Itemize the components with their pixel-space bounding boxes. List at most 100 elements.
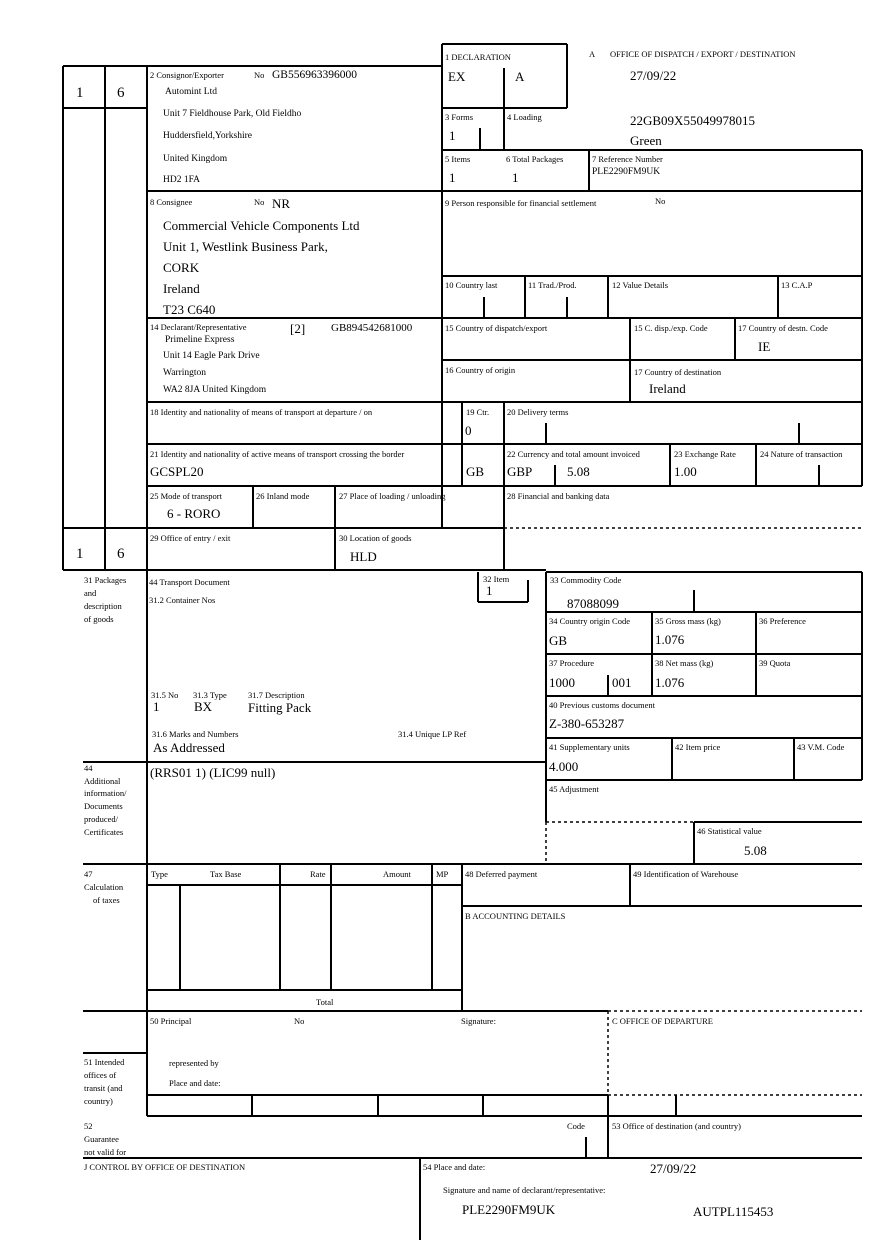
tax-total-label: Total: [316, 997, 334, 1007]
box31-side-label: 31 Packages: [84, 575, 127, 585]
box40-label: 40 Previous customs document: [549, 700, 656, 710]
box14-label: 14 Declarant/Representative: [150, 322, 247, 332]
box8-label: 8 Consignee: [150, 197, 193, 207]
box25-label: 25 Mode of transport: [150, 491, 223, 501]
box35-label: 35 Gross mass (kg): [655, 616, 721, 626]
container-flag: 0: [465, 423, 472, 438]
box50-signature-label: Signature:: [461, 1016, 496, 1026]
box52-side-label: Guarantee: [84, 1134, 119, 1144]
box-j-label: J CONTROL BY OFFICE OF DESTINATION: [84, 1162, 246, 1172]
box2-no-label: No: [254, 70, 265, 80]
box50-label: 50 Principal: [150, 1016, 192, 1026]
declarant-eori: GB894542681000: [331, 322, 413, 334]
invoice-amount: 5.08: [567, 464, 590, 479]
mrn: 22GB09X55049978015: [630, 113, 755, 128]
consignor-line: Automint Ltd: [165, 87, 217, 97]
unique-lp-label: 31.4 Unique LP Ref: [398, 729, 467, 739]
represented-by-label: represented by: [169, 1058, 219, 1068]
box32-label: 32 Item: [483, 574, 510, 584]
package-type-label: 31.3 Type: [193, 690, 227, 700]
box3-label: 3 Forms: [445, 112, 474, 122]
left-number-a: 1: [76, 85, 84, 101]
additional-information: (RRS01 1) (LIC99 null): [150, 765, 276, 780]
box33-label: 33 Commodity Code: [550, 575, 622, 585]
box4-label: 4 Loading: [507, 112, 542, 122]
tax-column-type: Type: [151, 869, 168, 879]
tax-column-base: Tax Base: [210, 869, 242, 879]
box51-side-label: offices of: [84, 1070, 117, 1080]
box38-label: 38 Net mass (kg): [655, 658, 714, 668]
box1-label: 1 DECLARATION: [445, 52, 511, 62]
signature-label: Signature and name of declarant/represen…: [443, 1185, 606, 1195]
box30-label: 30 Location of goods: [339, 533, 412, 543]
declarant-line: WA2 8JA United Kingdom: [163, 385, 267, 395]
box15-label: 15 Country of dispatch/export: [445, 323, 548, 333]
declaration-date: 27/09/22: [650, 1161, 697, 1176]
box53-label: 53 Office of destination (and country): [612, 1121, 741, 1131]
declarant-line: Unit 14 Eagle Park Drive: [163, 351, 260, 361]
declarant-name: PLE2290FM9UK: [462, 1202, 556, 1217]
declaration-subtype: A: [515, 69, 525, 84]
box-b-label: B ACCOUNTING DETAILS: [465, 911, 566, 921]
box18-label: 18 Identity and nationality of means of …: [150, 407, 373, 417]
additional-procedure-code: 001: [612, 675, 632, 690]
office-a-title: OFFICE OF DISPATCH / EXPORT / DESTINATIO…: [610, 49, 796, 59]
box51-side-label: 51 Intended: [84, 1057, 125, 1067]
transport-doc-label: 44 Transport Document: [149, 577, 230, 587]
box34-label: 34 Country origin Code: [549, 616, 630, 626]
box52-side-label: 52: [84, 1121, 93, 1131]
supplementary-units: 4.000: [549, 759, 579, 774]
consignee-eori: NR: [272, 196, 291, 211]
box54-label: 54 Place and date:: [423, 1162, 486, 1172]
procedure-code: 1000: [549, 675, 575, 690]
place-date-label: Place and date:: [169, 1078, 221, 1088]
previous-document: Z-380-653287: [549, 716, 625, 731]
box52-side-label: not valid for: [84, 1147, 127, 1157]
box17c-label: 17 Country of destn. Code: [738, 323, 828, 333]
box19-label: 19 Ctr.: [466, 407, 490, 417]
consignor-eori: GB556963396000: [272, 69, 357, 81]
box28-label: 28 Financial and banking data: [507, 491, 610, 501]
box31-side-label: and: [84, 588, 97, 598]
box31-side-label: description: [84, 601, 122, 611]
box22-label: 22 Currency and total amount invoiced: [507, 449, 640, 459]
box8-no-label: No: [254, 197, 265, 207]
route: Green: [630, 133, 662, 148]
box44-side-label: Documents: [84, 801, 123, 811]
destination-code: IE: [758, 339, 771, 354]
box51-side-label: country): [84, 1096, 113, 1106]
box41-label: 41 Supplementary units: [549, 742, 630, 752]
package-type: BX: [194, 699, 213, 714]
box9-no-label: No: [655, 196, 666, 206]
box5-label: 5 Items: [445, 154, 471, 164]
box39-label: 39 Quota: [759, 658, 791, 668]
box47-side-label: Calculation: [84, 882, 124, 892]
left-number-b: 6: [117, 85, 125, 101]
box6-label: 6 Total Packages: [506, 154, 564, 164]
box44-side-label: produced/: [84, 814, 118, 824]
tax-column-amount: Amount: [383, 869, 411, 879]
package-no-label: 31.5 No: [151, 690, 179, 700]
box27-label: 27 Place of loading / unloading: [339, 491, 446, 501]
statistical-value: 5.08: [744, 843, 767, 858]
box46-label: 46 Statistical value: [697, 826, 762, 836]
consignor-line: Unit 7 Fieldhouse Park, Old Fieldho: [163, 109, 302, 119]
transport-identity: GCSPL20: [150, 464, 204, 479]
box44-side-label: Additional: [84, 776, 121, 786]
left-number-d: 6: [117, 546, 125, 562]
box13-label: 13 C.A.P: [781, 280, 813, 290]
transport-nationality: GB: [466, 464, 485, 479]
container-nos-label: 31.2 Container Nos: [149, 595, 216, 605]
consignor-line: HD2 1FA: [163, 175, 201, 185]
box44-side-label: 44: [84, 763, 93, 773]
reference-number: PLE2290FM9UK: [592, 167, 661, 177]
box37-label: 37 Procedure: [549, 658, 595, 668]
office-a-date: 27/09/22: [630, 68, 677, 83]
box12-label: 12 Value Details: [612, 280, 669, 290]
consignor-line: United Kingdom: [163, 154, 228, 164]
declaration-type: EX: [448, 69, 466, 84]
box47-side-label: of taxes: [93, 895, 120, 905]
gross-mass: 1.076: [655, 632, 685, 647]
box17-label: 17 Country of destination: [634, 367, 722, 377]
